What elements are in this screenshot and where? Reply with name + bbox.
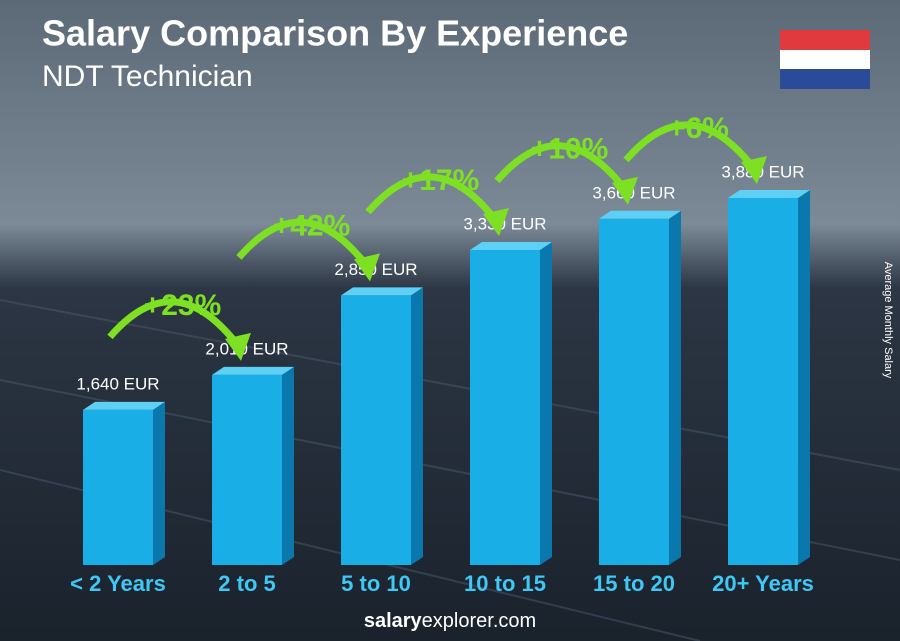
change-label: +42% [273,209,351,242]
bar-side [282,366,294,565]
x-tick-label: 15 to 20 [593,571,675,596]
change-arrowhead [354,253,380,282]
change-arrowhead [225,332,251,361]
bar [83,409,153,565]
change-arrow [365,173,500,225]
change-arrowhead [612,176,638,205]
bar [599,218,669,566]
x-tick-label: 5 to 10 [341,571,411,596]
x-tick-label: 10 to 15 [464,571,546,596]
change-arrowhead [741,156,767,184]
bar [341,295,411,565]
x-tick-label: 20+ Years [712,571,814,596]
bar-top [728,190,810,198]
value-label: 3,880 EUR [721,162,804,181]
change-arrow [494,142,629,193]
bar [212,374,282,565]
change-arrowhead [483,208,509,237]
bar-side [153,401,165,565]
change-label: +23% [144,289,222,322]
chart-subtitle: NDT Technician [42,60,253,93]
flag [780,30,870,89]
y-axis-label: Average Monthly Salary [882,262,894,379]
bar-top [599,210,681,219]
change-arrow [236,218,371,270]
bar-top [470,242,552,251]
value-label: 2,010 EUR [205,339,288,358]
bar-side [540,242,552,565]
bar-side [411,287,423,565]
bar-side [669,210,681,566]
bar-top [212,366,294,375]
change-label: +10% [531,133,609,166]
x-tick-label: < 2 Years [70,571,166,596]
chart-title: Salary Comparison By Experience [42,13,628,54]
bar-top [341,287,423,296]
bar [470,250,540,565]
footer: salaryexplorer.com [364,610,536,632]
footer-domain: explorer.com [422,610,537,632]
x-tick-label: 2 to 5 [218,571,275,596]
bar-side [798,190,810,565]
change-label: +17% [402,164,480,197]
change-label: +6% [668,112,729,145]
bar [728,198,798,565]
value-label: 3,330 EUR [463,215,546,234]
footer-brand: salary [364,610,423,632]
value-label: 2,850 EUR [334,260,417,279]
bar-top [83,401,165,410]
value-label: 1,640 EUR [76,374,159,393]
change-arrow [107,298,242,349]
value-label: 3,660 EUR [592,183,675,202]
change-arrow [623,121,758,173]
